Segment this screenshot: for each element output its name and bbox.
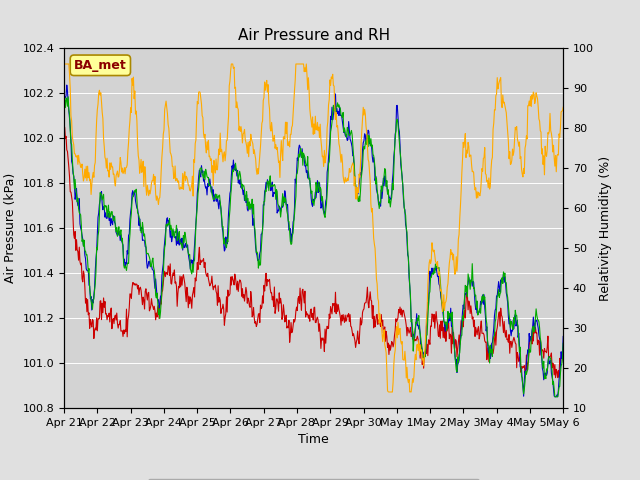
li75_p [63, 82, 70, 88]
li75_p [559, 334, 567, 339]
li77_pres [374, 199, 382, 204]
AtmPres [198, 259, 205, 265]
RH [172, 163, 179, 169]
Line: li75_p: li75_p [64, 85, 563, 397]
li75_p [60, 102, 68, 108]
li75_p [121, 264, 129, 269]
li75_p [172, 234, 180, 240]
Line: li77_pres: li77_pres [64, 97, 563, 397]
Title: Air Pressure and RH: Air Pressure and RH [237, 28, 390, 43]
AtmPres [120, 331, 128, 336]
RH [374, 296, 381, 301]
li77_pres [70, 173, 77, 179]
AtmPres [172, 280, 179, 286]
Y-axis label: Air Pressure (kPa): Air Pressure (kPa) [4, 173, 17, 283]
X-axis label: Time: Time [298, 433, 329, 446]
li77_pres [559, 340, 567, 346]
li75_p [389, 170, 397, 176]
li75_p [70, 173, 77, 179]
AtmPres [552, 375, 559, 381]
li75_p [198, 169, 206, 175]
Text: BA_met: BA_met [74, 59, 127, 72]
li77_pres [198, 171, 206, 177]
RH [389, 379, 397, 385]
AtmPres [388, 340, 396, 346]
li77_pres [65, 94, 72, 100]
AtmPres [374, 322, 381, 327]
RH [69, 139, 77, 144]
RH [60, 61, 68, 67]
li75_p [551, 394, 559, 400]
AtmPres [69, 216, 77, 222]
Line: AtmPres: AtmPres [64, 126, 563, 378]
li77_pres [551, 394, 559, 400]
AtmPres [60, 123, 68, 129]
RH [559, 104, 567, 110]
RH [385, 389, 393, 395]
Line: RH: RH [64, 64, 563, 392]
li77_pres [389, 187, 397, 192]
li75_p [374, 201, 382, 206]
RH [120, 165, 128, 170]
Y-axis label: Relativity Humidity (%): Relativity Humidity (%) [600, 156, 612, 300]
li77_pres [172, 229, 180, 235]
li77_pres [60, 116, 68, 122]
AtmPres [559, 345, 567, 350]
Legend: AtmPres, li75_p, li77_pres, RH: AtmPres, li75_p, li77_pres, RH [148, 479, 479, 480]
li77_pres [121, 263, 129, 269]
RH [198, 101, 205, 107]
